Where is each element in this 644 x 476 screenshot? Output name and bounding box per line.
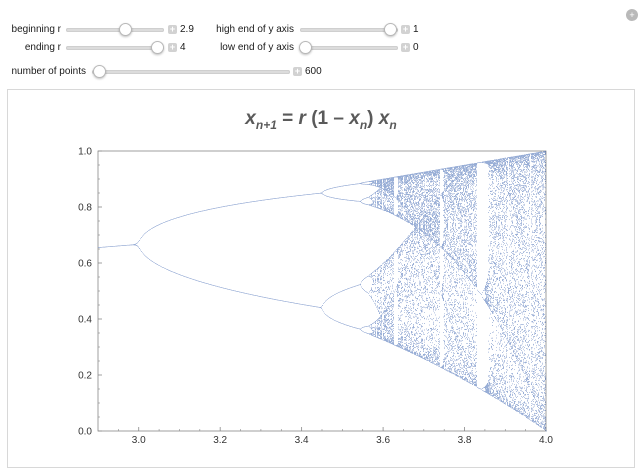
- plot-panel: xn+1 = r (1 – xn) xn 3.0 3.2 3.4 3.6 3.8 4.0 0…: [7, 89, 635, 468]
- beginning-r-value: 2.9: [180, 24, 194, 35]
- low-y-label: low end of y axis: [220, 42, 294, 53]
- low-y-track[interactable]: [300, 46, 398, 50]
- y-tick-label: 1.0: [78, 147, 92, 158]
- beginning-r-thumb[interactable]: [119, 23, 132, 36]
- bifurcation-point-cloud: [98, 150, 547, 432]
- reset-controls-button[interactable]: +: [626, 9, 638, 21]
- num-points-label: number of points: [11, 66, 87, 77]
- axis-ticks: 3.0 3.2 3.4 3.6 3.8 4.0 0.0 0.2 0.4 0.6 0.8 1.0: [78, 147, 553, 447]
- low-y-value: 0: [413, 42, 419, 53]
- y-tick-label: 0.0: [78, 427, 92, 438]
- high-y-expand-icon[interactable]: +: [401, 24, 410, 34]
- x-tick-label: 3.6: [376, 435, 390, 446]
- high-y-track[interactable]: [300, 28, 398, 32]
- x-tick-label: 4.0: [539, 435, 553, 446]
- high-y-value: 1: [413, 24, 419, 35]
- beginning-r-label: beginning r: [11, 24, 61, 35]
- low-y-expand-icon[interactable]: +: [401, 42, 410, 52]
- ending-r-thumb[interactable]: [151, 41, 164, 54]
- plot-frame: [97, 150, 547, 432]
- num-points-track[interactable]: [92, 70, 290, 74]
- num-points-value: 600: [305, 66, 322, 77]
- high-y-label: high end of y axis: [216, 24, 294, 35]
- plot-title: xn+1 = r (1 – xn) xn: [244, 108, 396, 132]
- y-tick-label: 0.2: [78, 371, 92, 382]
- y-tick-label: 0.8: [78, 203, 92, 214]
- ending-r-value: 4: [180, 42, 186, 53]
- y-tick-label: 0.6: [78, 259, 92, 270]
- x-tick-label: 3.2: [213, 435, 227, 446]
- num-points-expand-icon[interactable]: +: [293, 66, 302, 76]
- x-tick-label: 3.0: [132, 435, 146, 446]
- ending-r-expand-icon[interactable]: +: [168, 42, 177, 52]
- x-tick-label: 3.4: [295, 435, 309, 446]
- ending-r-label: ending r: [24, 42, 61, 53]
- ending-r-track[interactable]: [66, 46, 164, 50]
- low-y-thumb[interactable]: [299, 41, 312, 54]
- bifurcation-plot: xn+1 = r (1 – xn) xn 3.0 3.2 3.4 3.6 3.8 4.0 0…: [78, 108, 553, 447]
- num-points-thumb[interactable]: [93, 65, 106, 78]
- bifurcation-points: [98, 150, 547, 432]
- y-tick-label: 0.4: [78, 315, 92, 326]
- x-tick-label: 3.8: [458, 435, 472, 446]
- beginning-r-expand-icon[interactable]: +: [168, 24, 177, 34]
- high-y-thumb[interactable]: [384, 23, 397, 36]
- plot-border: [97, 150, 547, 432]
- beginning-r-track[interactable]: [66, 28, 164, 32]
